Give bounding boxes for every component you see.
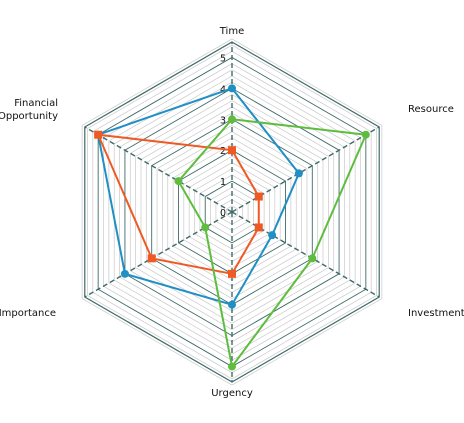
axis-label: Financial Opportunity [0, 98, 58, 122]
minor-grid-ring [81, 38, 383, 386]
series-1-marker [120, 269, 129, 278]
radial-tick-label: 3 [220, 115, 226, 126]
radial-tick-label: 1 [220, 177, 226, 188]
minor-grid-ring [135, 100, 329, 324]
radial-tick-label: 0 [220, 208, 226, 219]
radial-tick-label: 4 [220, 84, 226, 95]
series-3-marker [308, 254, 317, 263]
minor-grid-ring [87, 44, 377, 380]
series-3-line [177, 118, 368, 369]
radial-tick-label: 5 [220, 54, 226, 65]
series-3-marker [361, 130, 370, 139]
minor-grid-ring [156, 125, 308, 299]
series-2-marker [228, 269, 236, 278]
minor-grid-ring [199, 174, 265, 250]
axis-label: Urgency [211, 388, 253, 399]
minor-grid-ring [226, 205, 238, 219]
minor-grid-ring [129, 94, 335, 330]
axis-label: Time [219, 26, 244, 37]
series-3-marker [174, 177, 183, 186]
series-2-marker [94, 130, 103, 139]
series-2-marker [254, 223, 263, 232]
series-2-marker [147, 254, 156, 263]
series-1-marker [228, 84, 236, 93]
minor-grid-ring [183, 155, 281, 269]
series-1-marker [268, 231, 277, 240]
axis-label: Importance [0, 308, 56, 319]
axis-spoke [84, 126, 233, 213]
series-2-marker [254, 192, 263, 201]
series-3-marker [228, 115, 236, 124]
series-3-marker [228, 362, 236, 371]
axis-label: Resource [408, 104, 454, 115]
series-1-marker [228, 300, 236, 309]
radial-tick-label: 2 [220, 146, 226, 157]
series-2-marker [228, 146, 236, 155]
axis-label: Investment [408, 308, 464, 319]
series-1-marker [294, 169, 303, 178]
minor-grid-ring [108, 69, 356, 355]
series-3-marker [201, 223, 210, 232]
